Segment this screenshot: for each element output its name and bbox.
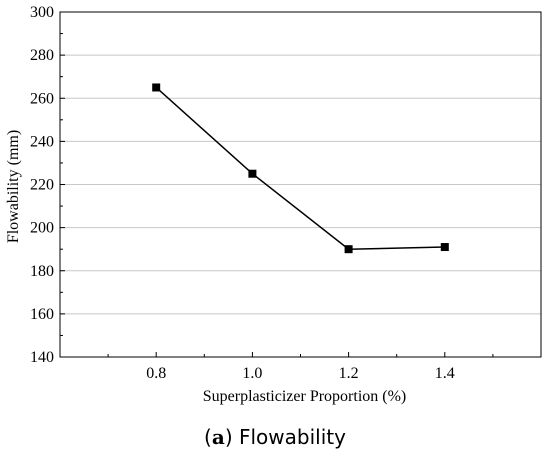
y-tick-label: 240 — [30, 133, 54, 150]
y-tick-label: 260 — [30, 90, 54, 107]
figure-caption: (a) Flowability — [204, 425, 346, 449]
line-chart: 140 160 180 200 220 240 260 280 300 0.8 1.0 1.2 1.4… — [5, 4, 542, 405]
y-tick-label: 160 — [30, 306, 54, 323]
x-tick-label: 1.2 — [339, 365, 359, 382]
y-tick-label: 300 — [30, 4, 54, 21]
y-tick-label: 180 — [30, 263, 54, 280]
y-tick-label: 200 — [30, 220, 54, 237]
y-axis-ticks: 140 160 180 200 220 240 260 280 300 — [30, 4, 65, 366]
y-axis-title: Flowability (mm) — [5, 130, 22, 243]
y-tick-label: 220 — [30, 177, 54, 194]
plot-frame — [59, 11, 542, 358]
x-axis-title: Superplasticizer Proportion (%) — [203, 388, 407, 405]
caption-letter: a — [211, 425, 225, 449]
x-tick-label: 1.4 — [435, 365, 455, 382]
data-point — [440, 243, 449, 252]
y-tick-label: 140 — [30, 349, 54, 366]
series-layer — [152, 83, 449, 254]
data-point — [344, 245, 353, 254]
data-point — [152, 83, 161, 92]
y-tick-label: 280 — [30, 47, 54, 64]
caption-title: Flowability — [239, 425, 346, 449]
x-tick-label: 0.8 — [146, 365, 166, 382]
data-point — [248, 169, 257, 178]
x-axis-ticks: 0.8 1.0 1.2 1.4 — [107, 352, 494, 382]
series-line — [155, 86, 445, 250]
x-tick-label: 1.0 — [242, 365, 262, 382]
grid-lines — [60, 54, 541, 315]
